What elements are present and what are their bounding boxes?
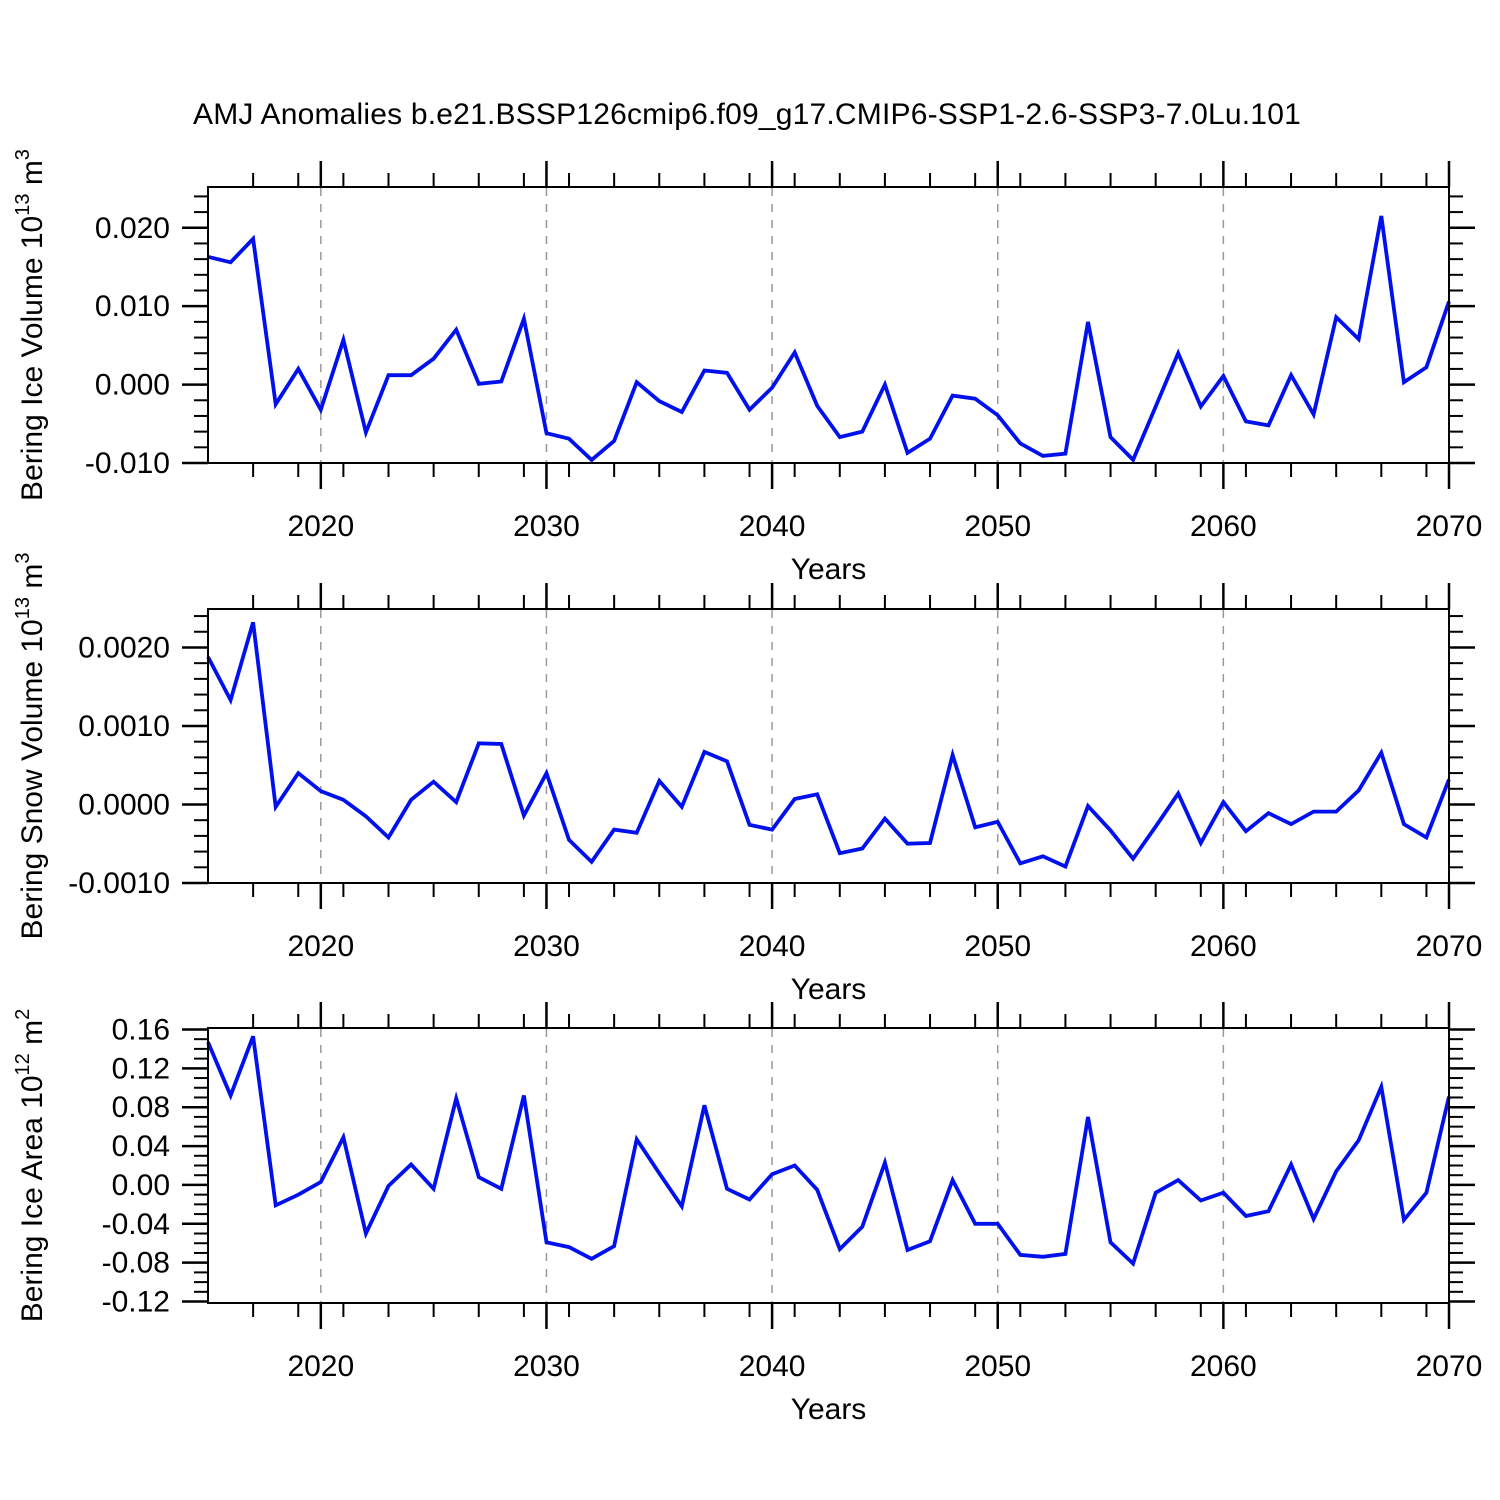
x-tick-label: 2050 bbox=[964, 930, 1031, 963]
panel-bering-snow-volume: 2020 2030 2040 2050 2060 2070 0.0020 0.0010 0.00… bbox=[12, 553, 1482, 1006]
y-tick-label: 0.000 bbox=[95, 369, 170, 402]
x-tick-label: 2030 bbox=[513, 930, 580, 963]
y-tick-label: -0.010 bbox=[85, 447, 170, 480]
x-tick-label: 2040 bbox=[739, 930, 806, 963]
chart-title: AMJ Anomalies b.e21.BSSP126cmip6.f09_g17… bbox=[193, 98, 1301, 131]
y-tick-label: 0.0000 bbox=[78, 788, 170, 821]
panel-bering-ice-volume: 2020 2030 2040 2050 2060 2070 0.020 0.010 0.000 -… bbox=[12, 149, 1482, 586]
x-tick-label: 2020 bbox=[287, 1350, 354, 1383]
x-tick-label: 2020 bbox=[287, 930, 354, 963]
x-tick-label: 2020 bbox=[287, 510, 354, 543]
x-axis-title: Years bbox=[791, 553, 867, 586]
y-axis-label: Bering Snow Volume 1013 m3 bbox=[12, 553, 49, 940]
x-tick-label: 2070 bbox=[1416, 510, 1483, 543]
axis-box bbox=[207, 608, 1450, 884]
y-tick-label: 0.04 bbox=[112, 1130, 170, 1163]
x-axis-title: Years bbox=[791, 973, 867, 1006]
y-tick-label: 0.0020 bbox=[78, 631, 170, 664]
data-line bbox=[206, 1035, 1451, 1268]
panel-bering-ice-area: 2020 2030 2040 2050 2060 2070 0.16 0.12 0.08 0.04… bbox=[12, 1002, 1482, 1426]
x-tick-label: 2040 bbox=[739, 510, 806, 543]
x-tick-label: 2060 bbox=[1190, 1350, 1257, 1383]
x-tick-label: 2070 bbox=[1416, 1350, 1483, 1383]
y-tick-label: 0.020 bbox=[95, 212, 170, 245]
y-axis-label: Bering Ice Area 1012 m2 bbox=[12, 1009, 49, 1323]
y-axis-label: Bering Ice Volume 1013 m3 bbox=[12, 149, 49, 501]
y-tick-label: -0.04 bbox=[102, 1208, 170, 1241]
data-line bbox=[207, 215, 1451, 464]
y-tick-label: -0.08 bbox=[102, 1247, 170, 1280]
x-axis-title: Years bbox=[791, 1393, 867, 1426]
y-tick-label: -0.0010 bbox=[68, 867, 170, 900]
x-tick-label: 2050 bbox=[964, 1350, 1031, 1383]
y-tick-label: 0.08 bbox=[112, 1091, 170, 1124]
y-tick-label: 0.010 bbox=[95, 290, 170, 323]
x-tick-label: 2070 bbox=[1416, 930, 1483, 963]
data-line bbox=[206, 621, 1451, 870]
y-tick-label: 0.0010 bbox=[78, 710, 170, 743]
y-tick-label: 0.16 bbox=[112, 1013, 170, 1046]
axis-box bbox=[207, 1027, 1450, 1304]
x-tick-label: 2050 bbox=[964, 510, 1031, 543]
y-tick-label: -0.12 bbox=[102, 1286, 170, 1319]
y-tick-label: 0.12 bbox=[112, 1052, 170, 1085]
axis-box bbox=[207, 186, 1450, 464]
x-tick-label: 2030 bbox=[513, 510, 580, 543]
y-tick-label: 0.00 bbox=[112, 1169, 170, 1202]
x-tick-label: 2040 bbox=[739, 1350, 806, 1383]
x-tick-label: 2030 bbox=[513, 1350, 580, 1383]
x-tick-label: 2060 bbox=[1190, 930, 1257, 963]
x-tick-label: 2060 bbox=[1190, 510, 1257, 543]
